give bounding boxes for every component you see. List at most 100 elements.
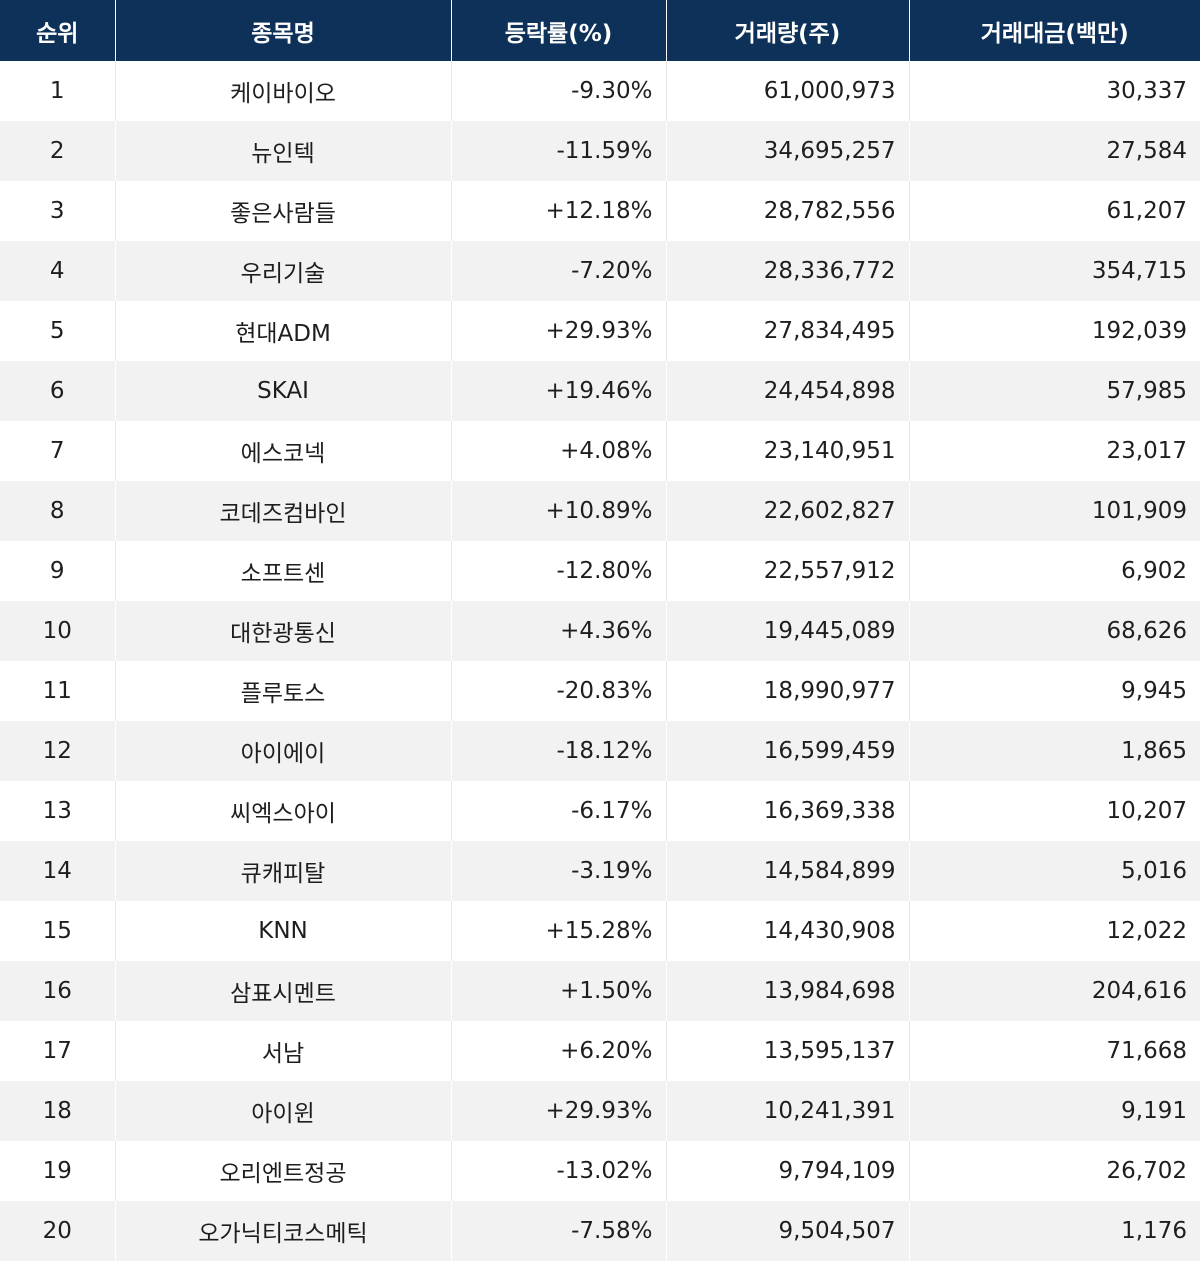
rank-cell: 2 — [0, 121, 116, 181]
table-row: 3 좋은사람들 +12.18% 28,782,556 61,207 — [0, 181, 1200, 241]
rank-cell: 14 — [0, 841, 116, 901]
volume-cell: 27,834,495 — [666, 301, 910, 361]
trading-amount-cell: 9,191 — [909, 1081, 1200, 1141]
table-row: 11 플루토스 -20.83% 18,990,977 9,945 — [0, 661, 1200, 721]
volume-cell: 23,140,951 — [666, 421, 910, 481]
trading-amount-cell: 9,945 — [909, 661, 1200, 721]
stock-name-cell: 큐캐피탈 — [115, 841, 452, 901]
trading-amount-cell: 204,616 — [909, 961, 1200, 1021]
rank-cell: 1 — [0, 61, 116, 121]
trading-amount-cell: 23,017 — [909, 421, 1200, 481]
rank-cell: 4 — [0, 241, 116, 301]
change-rate-cell: -6.17% — [451, 781, 667, 841]
volume-cell: 18,990,977 — [666, 661, 910, 721]
table-body: 1 케이바이오 -9.30% 61,000,973 30,337 2 뉴인텍 -11.59% 3… — [0, 61, 1200, 1261]
table-row: 19 오리엔트정공 -13.02% 9,794,109 26,702 — [0, 1141, 1200, 1201]
rank-cell: 19 — [0, 1141, 116, 1201]
trading-amount-cell: 12,022 — [909, 901, 1200, 961]
rank-cell: 16 — [0, 961, 116, 1021]
change-rate-cell: -7.58% — [451, 1201, 667, 1261]
stock-name-cell: 소프트센 — [115, 541, 452, 601]
change-rate-cell: -18.12% — [451, 721, 667, 781]
stock-name-cell: 아이윈 — [115, 1081, 452, 1141]
table-row: 9 소프트센 -12.80% 22,557,912 6,902 — [0, 541, 1200, 601]
trading-amount-cell: 57,985 — [909, 361, 1200, 421]
stock-name-cell: 케이바이오 — [115, 61, 452, 121]
volume-cell: 13,984,698 — [666, 961, 910, 1021]
volume-cell: 61,000,973 — [666, 61, 910, 121]
table-row: 16 삼표시멘트 +1.50% 13,984,698 204,616 — [0, 961, 1200, 1021]
trading-amount-cell: 71,668 — [909, 1021, 1200, 1081]
rank-cell: 13 — [0, 781, 116, 841]
change-rate-cell: +29.93% — [451, 1081, 667, 1141]
header-change-rate: 등락률(%) — [451, 0, 667, 61]
table-row: 10 대한광통신 +4.36% 19,445,089 68,626 — [0, 601, 1200, 661]
trading-amount-cell: 1,176 — [909, 1201, 1200, 1261]
change-rate-cell: +4.36% — [451, 601, 667, 661]
stock-name-cell: 우리기술 — [115, 241, 452, 301]
change-rate-cell: +15.28% — [451, 901, 667, 961]
trading-amount-cell: 6,902 — [909, 541, 1200, 601]
table-row: 4 우리기술 -7.20% 28,336,772 354,715 — [0, 241, 1200, 301]
header-trading-amount: 거래대금(백만) — [909, 0, 1200, 61]
rank-cell: 17 — [0, 1021, 116, 1081]
volume-cell: 22,557,912 — [666, 541, 910, 601]
volume-cell: 10,241,391 — [666, 1081, 910, 1141]
header-stock-name: 종목명 — [115, 0, 452, 61]
rank-cell: 15 — [0, 901, 116, 961]
trading-amount-cell: 26,702 — [909, 1141, 1200, 1201]
table-row: 12 아이에이 -18.12% 16,599,459 1,865 — [0, 721, 1200, 781]
change-rate-cell: +10.89% — [451, 481, 667, 541]
rank-cell: 5 — [0, 301, 116, 361]
stock-name-cell: 대한광통신 — [115, 601, 452, 661]
table-row: 13 씨엑스아이 -6.17% 16,369,338 10,207 — [0, 781, 1200, 841]
table-row: 1 케이바이오 -9.30% 61,000,973 30,337 — [0, 61, 1200, 121]
table-row: 14 큐캐피탈 -3.19% 14,584,899 5,016 — [0, 841, 1200, 901]
volume-cell: 24,454,898 — [666, 361, 910, 421]
rank-cell: 9 — [0, 541, 116, 601]
stock-name-cell: 삼표시멘트 — [115, 961, 452, 1021]
stock-name-cell: 씨엑스아이 — [115, 781, 452, 841]
rank-cell: 18 — [0, 1081, 116, 1141]
trading-amount-cell: 61,207 — [909, 181, 1200, 241]
volume-cell: 14,584,899 — [666, 841, 910, 901]
trading-amount-cell: 354,715 — [909, 241, 1200, 301]
table-row: 7 에스코넥 +4.08% 23,140,951 23,017 — [0, 421, 1200, 481]
volume-cell: 9,504,507 — [666, 1201, 910, 1261]
volume-cell: 28,782,556 — [666, 181, 910, 241]
change-rate-cell: -3.19% — [451, 841, 667, 901]
volume-cell: 34,695,257 — [666, 121, 910, 181]
rank-cell: 3 — [0, 181, 116, 241]
rank-cell: 12 — [0, 721, 116, 781]
stock-name-cell: 좋은사람들 — [115, 181, 452, 241]
stock-name-cell: KNN — [115, 901, 452, 961]
stock-name-cell: 뉴인텍 — [115, 121, 452, 181]
rank-cell: 8 — [0, 481, 116, 541]
table-row: 2 뉴인텍 -11.59% 34,695,257 27,584 — [0, 121, 1200, 181]
trading-amount-cell: 30,337 — [909, 61, 1200, 121]
table-row: 15 KNN +15.28% 14,430,908 12,022 — [0, 901, 1200, 961]
trading-amount-cell: 101,909 — [909, 481, 1200, 541]
trading-amount-cell: 27,584 — [909, 121, 1200, 181]
change-rate-cell: +29.93% — [451, 301, 667, 361]
rank-cell: 6 — [0, 361, 116, 421]
rank-cell: 10 — [0, 601, 116, 661]
change-rate-cell: -20.83% — [451, 661, 667, 721]
change-rate-cell: -9.30% — [451, 61, 667, 121]
volume-cell: 19,445,089 — [666, 601, 910, 661]
header-volume: 거래량(주) — [666, 0, 910, 61]
change-rate-cell: -12.80% — [451, 541, 667, 601]
change-rate-cell: +19.46% — [451, 361, 667, 421]
table-row: 18 아이윈 +29.93% 10,241,391 9,191 — [0, 1081, 1200, 1141]
stock-name-cell: 플루토스 — [115, 661, 452, 721]
volume-cell: 14,430,908 — [666, 901, 910, 961]
table-row: 20 오가닉티코스메틱 -7.58% 9,504,507 1,176 — [0, 1201, 1200, 1261]
trading-amount-cell: 10,207 — [909, 781, 1200, 841]
stock-name-cell: 아이에이 — [115, 721, 452, 781]
trading-amount-cell: 5,016 — [909, 841, 1200, 901]
table-header-row: 순위 종목명 등락률(%) 거래량(주) 거래대금(백만) — [0, 0, 1200, 61]
stock-name-cell: 현대ADM — [115, 301, 452, 361]
table-row: 17 서남 +6.20% 13,595,137 71,668 — [0, 1021, 1200, 1081]
stock-name-cell: 에스코넥 — [115, 421, 452, 481]
rank-cell: 11 — [0, 661, 116, 721]
